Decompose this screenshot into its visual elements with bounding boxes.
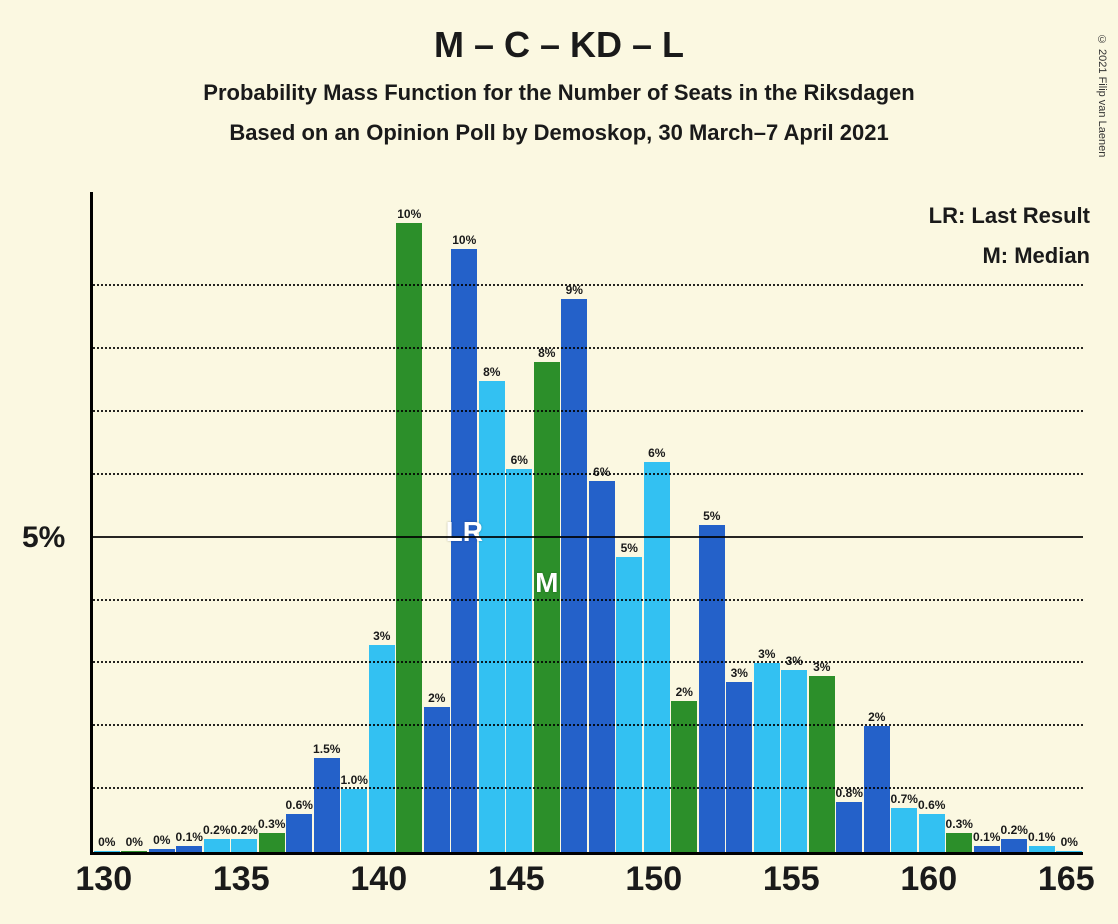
x-tick: 135 [213, 860, 270, 899]
marker-lr: LR [446, 516, 483, 548]
x-tick: 160 [900, 860, 957, 899]
bar-value-label: 0.1% [176, 830, 203, 844]
bar: 6% [644, 462, 670, 852]
gridline [93, 599, 1083, 601]
bar-value-label: 8% [483, 365, 500, 379]
bar: 0.8% [836, 802, 862, 852]
x-tick: 140 [350, 860, 407, 899]
bar: 0.6% [919, 814, 945, 852]
bar-value-label: 5% [703, 509, 720, 523]
gridline [93, 661, 1083, 663]
bar: 10% [451, 249, 477, 852]
bar-value-label: 3% [758, 647, 775, 661]
bar-value-label: 10% [397, 207, 421, 221]
bar: 8% [479, 381, 505, 852]
bar: 0.6% [286, 814, 312, 852]
copyright-note: © 2021 Filip van Laenen [1096, 34, 1108, 157]
bar-value-label: 3% [731, 666, 748, 680]
bars-layer: 0%0%0%0.1%0.2%0.2%0.3%0.6%1.5%1.0%3%10%2… [93, 192, 1083, 852]
chart-subtitle-1: Probability Mass Function for the Number… [0, 80, 1118, 106]
x-tick: 165 [1038, 860, 1095, 899]
bar: 8% [534, 362, 560, 852]
bar: 3% [754, 663, 780, 852]
bar-value-label: 0% [1061, 835, 1078, 849]
bar: 3% [781, 670, 807, 852]
bar: 1.0% [341, 789, 367, 852]
bar-value-label: 2% [868, 710, 885, 724]
gridline [93, 787, 1083, 789]
bar: 0.7% [891, 808, 917, 852]
bar: 0.1% [176, 846, 202, 852]
bar-value-label: 0.6% [286, 798, 313, 812]
bar: 1.5% [314, 758, 340, 852]
chart-subtitle-2: Based on an Opinion Poll by Demoskop, 30… [0, 120, 1118, 146]
bar: 0.2% [231, 839, 257, 852]
bar-value-label: 0% [153, 833, 170, 847]
bar-value-label: 1.5% [313, 742, 340, 756]
marker-m: M [535, 567, 558, 599]
gridline [93, 347, 1083, 349]
bar-value-label: 6% [511, 453, 528, 467]
bar: 3% [726, 682, 752, 852]
bar-value-label: 2% [428, 691, 445, 705]
chart-title: M – C – KD – L [0, 24, 1118, 66]
x-tick: 145 [488, 860, 545, 899]
bar: 6% [506, 469, 532, 852]
bar-value-label: 0.3% [258, 817, 285, 831]
bar: 0% [121, 851, 147, 852]
bar: 0.1% [1029, 846, 1055, 852]
bar-value-label: 0.3% [946, 817, 973, 831]
bar: 0.3% [946, 833, 972, 852]
gridline [93, 473, 1083, 475]
bar: 2% [424, 707, 450, 852]
y-axis-label: 5% [22, 521, 65, 555]
gridline [93, 724, 1083, 726]
bar-value-label: 0.1% [1028, 830, 1055, 844]
gridline-major [93, 536, 1083, 538]
bar-value-label: 5% [621, 541, 638, 555]
bar-value-label: 0.2% [231, 823, 258, 837]
bar-value-label: 1.0% [341, 773, 368, 787]
bar: 0% [94, 851, 120, 852]
x-tick: 130 [75, 860, 132, 899]
bar-value-label: 0.1% [973, 830, 1000, 844]
gridline [93, 410, 1083, 412]
bar: 0% [1056, 851, 1082, 852]
bar: 0.1% [974, 846, 1000, 852]
bar: 3% [369, 645, 395, 852]
bar-value-label: 3% [373, 629, 390, 643]
bar: 10% [396, 223, 422, 852]
bar: 0.3% [259, 833, 285, 852]
gridline [93, 284, 1083, 286]
bar: 0.2% [204, 839, 230, 852]
bar-value-label: 0% [98, 835, 115, 849]
bar-value-label: 0.2% [203, 823, 230, 837]
x-tick: 150 [625, 860, 682, 899]
bar: 5% [699, 525, 725, 852]
bar-value-label: 10% [452, 233, 476, 247]
bar-value-label: 6% [648, 446, 665, 460]
plot-area: 0%0%0%0.1%0.2%0.2%0.3%0.6%1.5%1.0%3%10%2… [90, 192, 1083, 855]
bar: 5% [616, 557, 642, 852]
bar: 3% [809, 676, 835, 852]
bar-value-label: 2% [676, 685, 693, 699]
bar-value-label: 0.2% [1001, 823, 1028, 837]
bar: 9% [561, 299, 587, 852]
bar: 0% [149, 849, 175, 852]
bar: 0.2% [1001, 839, 1027, 852]
bar-value-label: 0.6% [918, 798, 945, 812]
bar-value-label: 0.7% [891, 792, 918, 806]
bar-value-label: 0% [126, 835, 143, 849]
x-tick: 155 [763, 860, 820, 899]
